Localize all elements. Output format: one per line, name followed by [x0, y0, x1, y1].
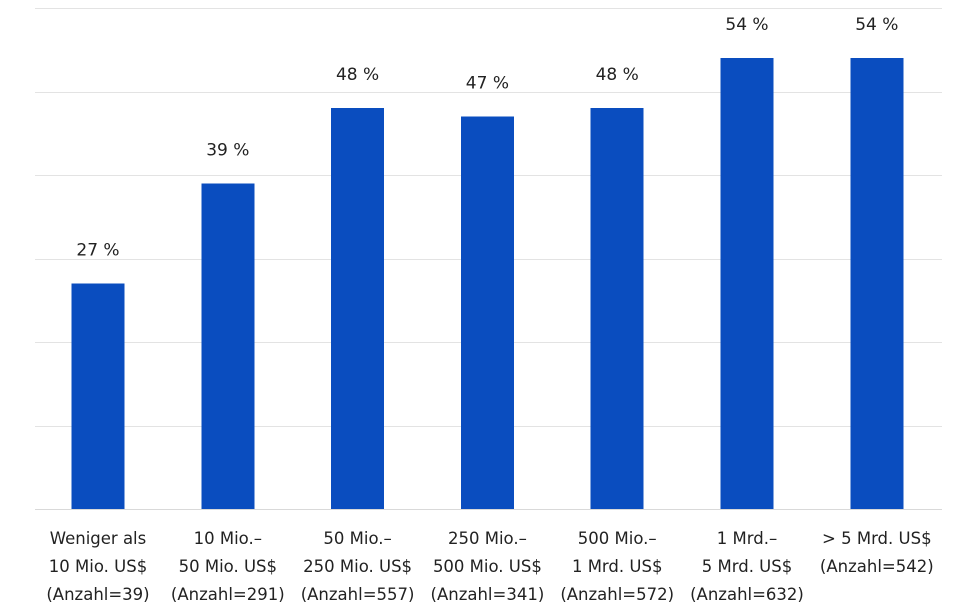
data-label-7: 54 %	[855, 15, 898, 35]
data-label-1: 27 %	[76, 241, 119, 261]
x-tick-label-4: 250 Mio.– 500 Mio. US$ (Anzahl=341)	[431, 529, 545, 604]
data-label-5: 48 %	[596, 65, 639, 85]
x-tick-label-line: Weniger als	[50, 529, 147, 548]
data-label-6: 54 %	[725, 15, 768, 35]
x-tick-label-line: (Anzahl=341)	[431, 585, 545, 604]
x-tick-label-line: 50 Mio. US$	[179, 557, 277, 576]
x-tick-label-3: 50 Mio.– 250 Mio. US$ (Anzahl=557)	[301, 529, 415, 604]
x-tick-label-line: 10 Mio. US$	[49, 557, 147, 576]
x-tick-label-line: 1 Mrd.–	[717, 529, 777, 548]
data-label-3: 48 %	[336, 65, 379, 85]
bar-5	[590, 108, 644, 509]
x-tick-label-line: (Anzahl=632)	[690, 585, 804, 604]
value-labels: 27 % 39 % 48 % 47 % 48 % 54 % 54 %	[76, 15, 898, 260]
x-tick-label-5: 500 Mio.– 1 Mrd. US$ (Anzahl=572)	[560, 529, 674, 604]
x-tick-label-line: (Anzahl=291)	[171, 585, 285, 604]
x-axis-tick-labels: Weniger als 10 Mio. US$ (Anzahl=39) 10 Mio.…	[46, 529, 933, 604]
x-tick-label-line: 10 Mio.–	[194, 529, 262, 548]
bar-3	[331, 108, 385, 509]
bar-2	[201, 183, 255, 510]
x-tick-label-line: 250 Mio. US$	[303, 557, 412, 576]
x-tick-label-6: 1 Mrd.– 5 Mrd. US$ (Anzahl=632)	[690, 529, 804, 604]
x-tick-label-line: (Anzahl=557)	[301, 585, 415, 604]
bar-7	[850, 58, 904, 509]
x-tick-label-line: (Anzahl=542)	[820, 557, 934, 576]
x-tick-label-line: 500 Mio. US$	[433, 557, 542, 576]
bars	[71, 58, 904, 510]
x-tick-label-line: 50 Mio.–	[323, 529, 391, 548]
x-tick-label-1: Weniger als 10 Mio. US$ (Anzahl=39)	[46, 529, 149, 604]
data-label-2: 39 %	[206, 140, 249, 160]
x-tick-label-line: (Anzahl=572)	[560, 585, 674, 604]
x-tick-label-line: 1 Mrd. US$	[572, 557, 662, 576]
x-tick-label-line: (Anzahl=39)	[46, 585, 149, 604]
x-tick-label-line: 5 Mrd. US$	[702, 557, 792, 576]
x-tick-label-line: 250 Mio.–	[448, 529, 527, 548]
x-tick-label-2: 10 Mio.– 50 Mio. US$ (Anzahl=291)	[171, 529, 285, 604]
x-tick-label-7: > 5 Mrd. US$ (Anzahl=542)	[820, 529, 934, 576]
bar-4	[460, 116, 514, 509]
bar-1	[71, 283, 125, 509]
x-tick-label-line: 500 Mio.–	[578, 529, 657, 548]
data-label-4: 47 %	[466, 74, 509, 94]
x-tick-label-line: > 5 Mrd. US$	[822, 529, 932, 548]
bar-6	[720, 58, 774, 509]
